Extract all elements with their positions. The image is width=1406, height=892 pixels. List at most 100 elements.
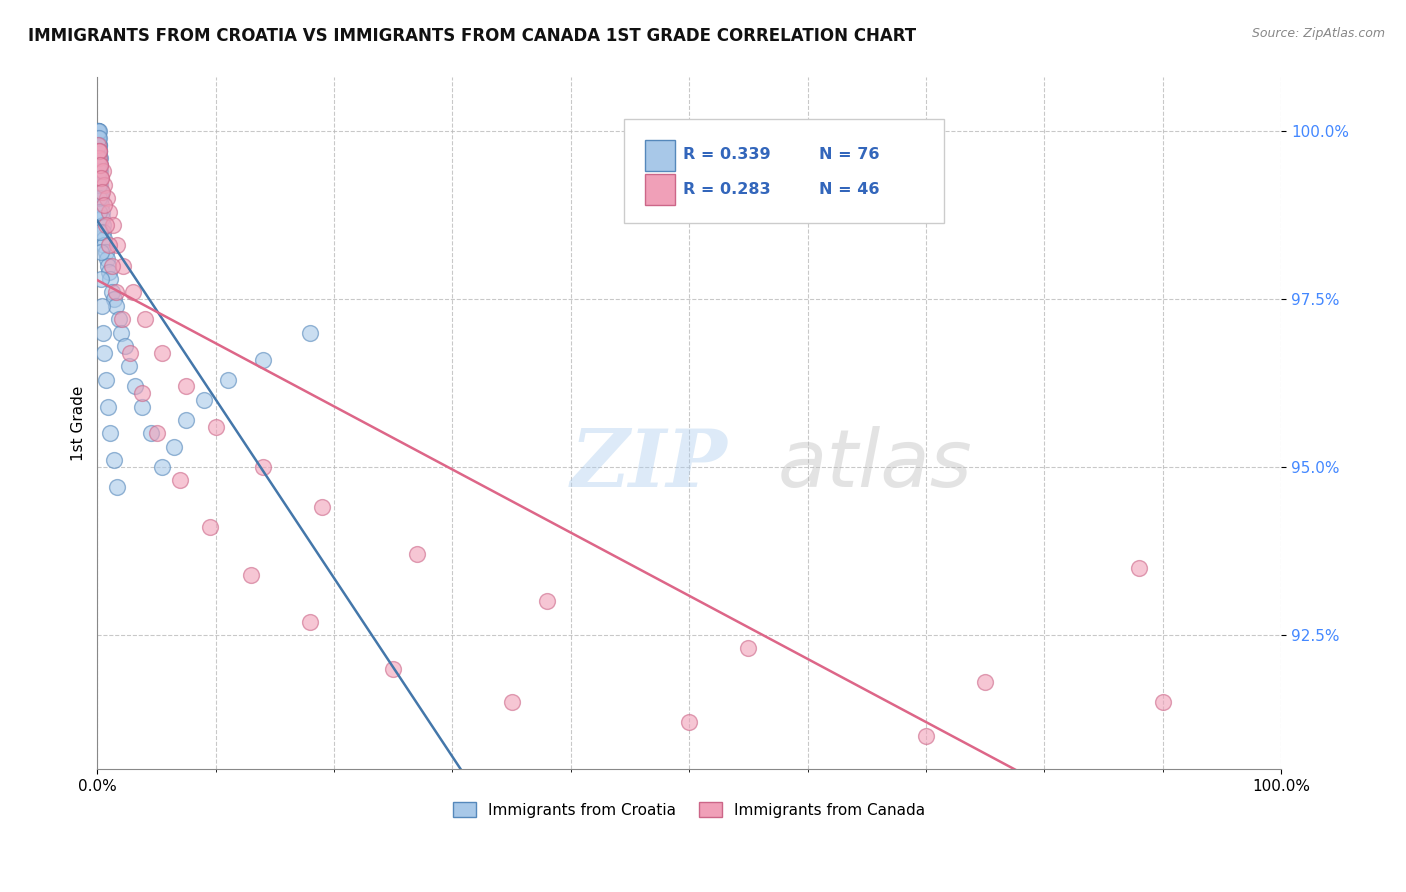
Point xyxy=(131,400,153,414)
Point xyxy=(87,164,110,178)
Point xyxy=(91,164,114,178)
Point xyxy=(87,151,110,165)
Point xyxy=(110,326,132,340)
Point xyxy=(107,312,129,326)
Point xyxy=(90,191,112,205)
Point xyxy=(91,185,114,199)
Point xyxy=(91,211,114,226)
Point xyxy=(121,285,143,300)
Point xyxy=(678,715,700,730)
Point xyxy=(93,232,115,246)
Point xyxy=(87,145,110,159)
Point xyxy=(145,426,167,441)
Point xyxy=(87,124,110,138)
Point xyxy=(105,299,128,313)
Point xyxy=(90,204,112,219)
Point xyxy=(87,131,110,145)
Point xyxy=(101,218,124,232)
Point xyxy=(87,137,110,152)
Point xyxy=(152,460,174,475)
Point xyxy=(915,729,938,743)
Point xyxy=(737,641,759,656)
Point xyxy=(90,245,112,260)
Point xyxy=(204,419,226,434)
Point xyxy=(89,164,111,178)
Point xyxy=(86,124,108,138)
Point xyxy=(252,352,274,367)
Point xyxy=(89,158,111,172)
Point xyxy=(97,238,120,252)
Point xyxy=(91,225,114,239)
Point xyxy=(120,346,142,360)
Point xyxy=(100,272,122,286)
Point xyxy=(406,547,429,561)
Point xyxy=(86,124,108,138)
Point xyxy=(501,695,523,709)
Point xyxy=(89,151,111,165)
Text: Source: ZipAtlas.com: Source: ZipAtlas.com xyxy=(1251,27,1385,40)
Text: N = 46: N = 46 xyxy=(820,182,880,197)
Point xyxy=(91,299,114,313)
Point xyxy=(89,158,111,172)
Point xyxy=(89,171,111,186)
Point xyxy=(169,474,191,488)
FancyBboxPatch shape xyxy=(645,174,675,205)
Point xyxy=(89,191,111,205)
Point xyxy=(101,285,124,300)
Point xyxy=(98,204,121,219)
Point xyxy=(103,453,125,467)
Point xyxy=(134,312,156,326)
Y-axis label: 1st Grade: 1st Grade xyxy=(72,385,86,461)
Point xyxy=(98,265,121,279)
Point xyxy=(299,615,322,629)
Point xyxy=(93,238,115,252)
Point xyxy=(299,326,322,340)
Point xyxy=(90,185,112,199)
Point xyxy=(240,567,263,582)
Point xyxy=(89,164,111,178)
Point xyxy=(252,460,274,475)
Point xyxy=(90,272,112,286)
Point xyxy=(107,238,129,252)
Point xyxy=(89,225,111,239)
Point xyxy=(87,158,110,172)
Text: atlas: atlas xyxy=(778,425,973,504)
Point xyxy=(163,440,186,454)
Point xyxy=(112,259,135,273)
Point xyxy=(87,124,110,138)
Point xyxy=(1128,561,1150,575)
Text: R = 0.283: R = 0.283 xyxy=(683,182,770,197)
Point xyxy=(111,312,134,326)
Point xyxy=(87,137,110,152)
Point xyxy=(97,400,120,414)
Point xyxy=(97,259,120,273)
Point xyxy=(105,285,128,300)
Point xyxy=(89,171,111,186)
Point xyxy=(87,137,110,152)
Point xyxy=(90,171,112,186)
Point xyxy=(107,480,129,494)
Point xyxy=(87,131,110,145)
Point xyxy=(89,158,111,172)
Point xyxy=(94,218,117,232)
Point xyxy=(93,178,115,192)
Point xyxy=(87,145,110,159)
Point xyxy=(118,359,141,374)
Point xyxy=(311,500,333,515)
Point xyxy=(100,426,122,441)
Point xyxy=(89,131,111,145)
Point xyxy=(96,252,118,266)
Point xyxy=(90,171,112,186)
Text: N = 76: N = 76 xyxy=(820,147,880,162)
Point xyxy=(87,124,110,138)
Point xyxy=(89,145,111,159)
Point xyxy=(87,158,110,172)
Point xyxy=(100,259,122,273)
Point xyxy=(94,245,117,260)
Point xyxy=(198,520,221,534)
FancyBboxPatch shape xyxy=(645,140,675,171)
Point xyxy=(174,379,197,393)
Text: IMMIGRANTS FROM CROATIA VS IMMIGRANTS FROM CANADA 1ST GRADE CORRELATION CHART: IMMIGRANTS FROM CROATIA VS IMMIGRANTS FR… xyxy=(28,27,917,45)
Text: ZIP: ZIP xyxy=(571,426,728,504)
FancyBboxPatch shape xyxy=(624,119,943,223)
